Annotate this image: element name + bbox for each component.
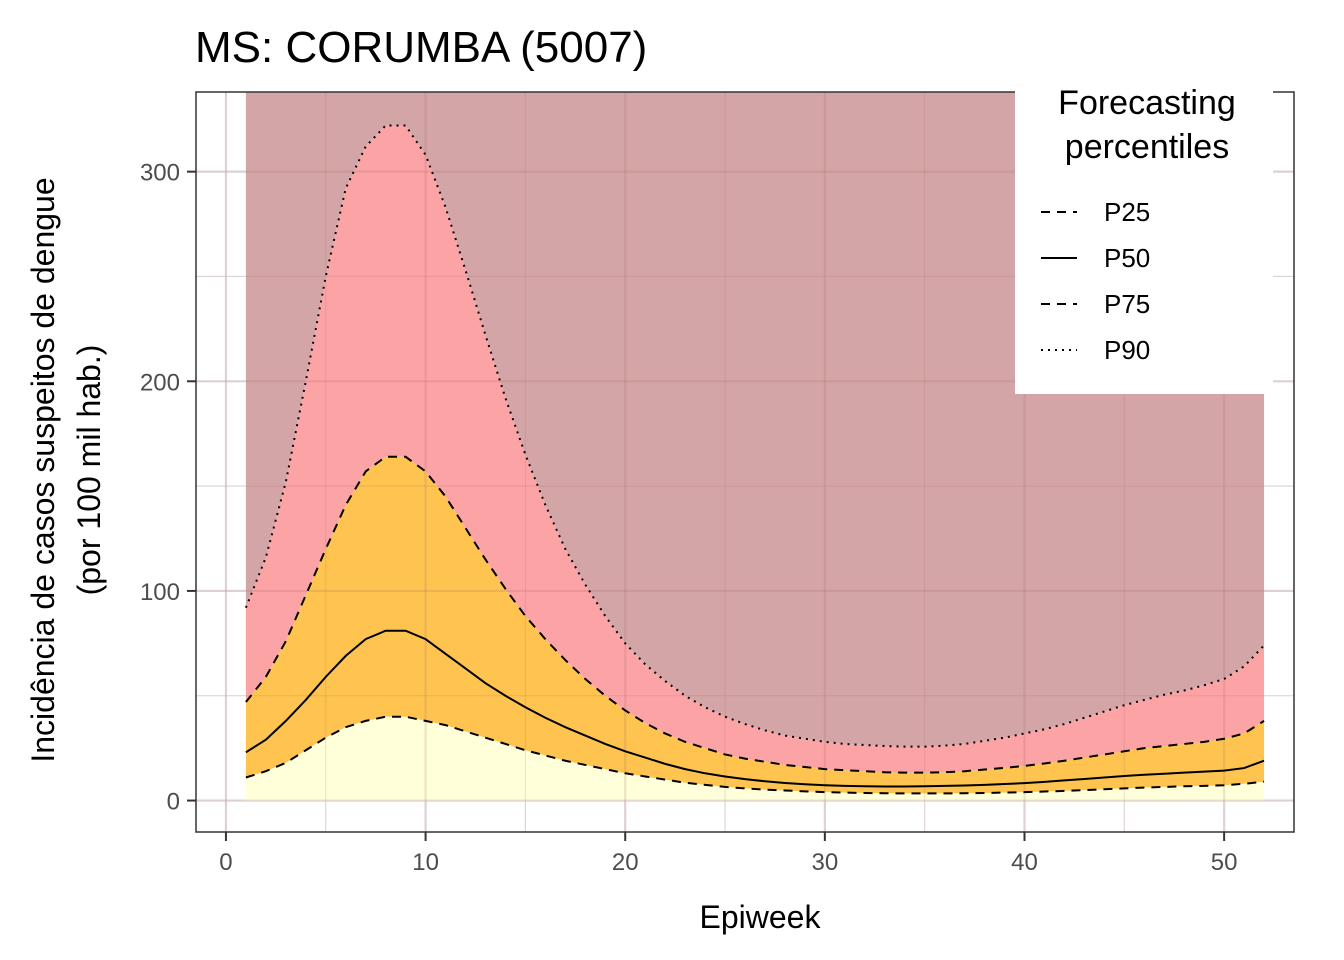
legend-background	[1015, 74, 1273, 394]
band-above-p90	[245, 92, 1265, 747]
y-axis-title-line-1: Incidência de casos suspeitos de dengue	[25, 177, 61, 762]
y-tick-label-0: 0	[167, 789, 180, 816]
band-p25-p75	[245, 456, 1265, 794]
x-tick-label-0: 0	[219, 849, 232, 876]
percentile-lines	[244, 124, 1265, 795]
legend-label-p75: P75	[1104, 289, 1150, 319]
legend-title-line-1: Forecasting	[1058, 84, 1236, 122]
x-axis-title: Epiweek	[700, 899, 822, 935]
band-below-p25	[245, 716, 1265, 801]
band-p75-p90	[245, 125, 1265, 773]
percentile-bands	[245, 92, 1265, 801]
legend-title-line-2: percentiles	[1065, 128, 1229, 166]
legend-entries: P25 P50 P75 P90	[1041, 197, 1150, 365]
y-axis-title-line-2: (por 100 mil hab.)	[71, 345, 107, 596]
x-tick-label-50: 50	[1211, 849, 1238, 876]
y-axis: 0 100 200 300	[140, 160, 196, 816]
chart-title: MS: CORUMBA (5007)	[195, 23, 647, 72]
legend-label-p50: P50	[1104, 243, 1150, 273]
x-tick-label-40: 40	[1011, 849, 1038, 876]
line-p50	[245, 629, 1265, 788]
line-p75	[245, 455, 1265, 774]
legend: Forecasting percentiles P25 P50 P75 P90	[1015, 74, 1273, 394]
x-tick-label-20: 20	[612, 849, 639, 876]
y-tick-label-200: 200	[140, 369, 180, 396]
y-axis-title: Incidência de casos suspeitos de dengue …	[25, 177, 107, 762]
x-tick-label-10: 10	[412, 849, 439, 876]
legend-label-p90: P90	[1104, 335, 1150, 365]
x-axis: 0 10 20 30 40 50	[219, 832, 1237, 876]
y-tick-label-300: 300	[140, 160, 180, 187]
legend-label-p25: P25	[1104, 197, 1150, 227]
x-tick-label-30: 30	[812, 849, 839, 876]
y-tick-label-100: 100	[140, 579, 180, 606]
line-p25	[245, 715, 1265, 795]
plot-panel-border	[195, 91, 1295, 833]
